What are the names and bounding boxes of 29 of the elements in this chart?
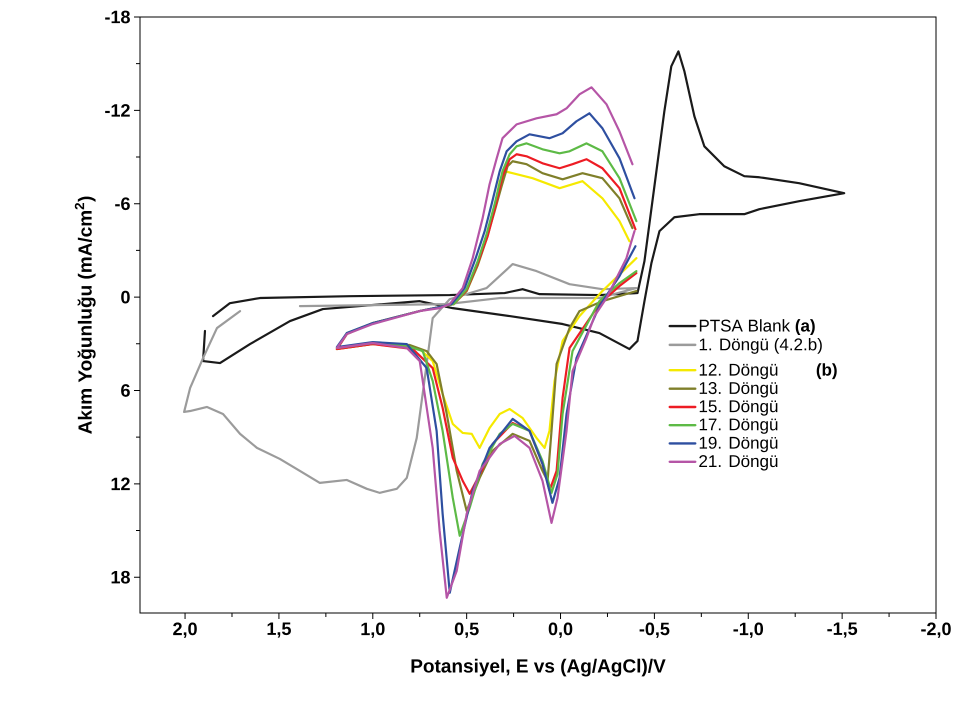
legend-label: 1. Döngü (4.2.b)	[700, 338, 822, 354]
legend-label: 12. Döngü	[700, 364, 778, 380]
x-tick-label: 1,0	[361, 622, 385, 638]
x-axis-title: Potansiyel, E vs (Ag/AgCl)/V	[412, 658, 666, 677]
x-tick-label: 2,0	[173, 622, 197, 638]
y-tick-label: 0	[121, 290, 130, 304]
legend-label: 17. Döngü	[700, 418, 778, 434]
y-tick-label: -12	[105, 104, 130, 117]
legend-label: 21. Döngü	[699, 455, 778, 470]
legend-label: 13. Döngü	[700, 382, 778, 398]
legend-label: 15. Döngü	[700, 400, 778, 416]
y-tick-label: 18	[112, 570, 130, 584]
y-tick-label: 6	[121, 384, 130, 397]
x-tick-label: -0,5	[640, 622, 670, 638]
x-tick-label: 0,5	[454, 622, 479, 638]
x-tick-label: -1,0	[733, 622, 764, 638]
annotation: (b)	[816, 363, 837, 380]
x-tick-label: -1,5	[827, 622, 858, 638]
y-tick-label: -6	[115, 197, 130, 210]
y-axis-title: Akım Yoğunluğu (mA/cm$^{2}$)	[74, 196, 96, 434]
x-tick-label: 1,5	[268, 622, 291, 638]
legend-label: 19. Döngü	[700, 436, 778, 452]
y-tick-label: -18	[105, 10, 130, 24]
x-tick-label: -2,0	[921, 622, 951, 638]
legend-label: PTSA Blank (a)	[700, 319, 815, 336]
x-tick-label: 0,0	[548, 622, 572, 638]
line-series	[202, 50, 846, 364]
y-tick-label: 12	[112, 478, 130, 490]
line-series	[183, 263, 638, 494]
